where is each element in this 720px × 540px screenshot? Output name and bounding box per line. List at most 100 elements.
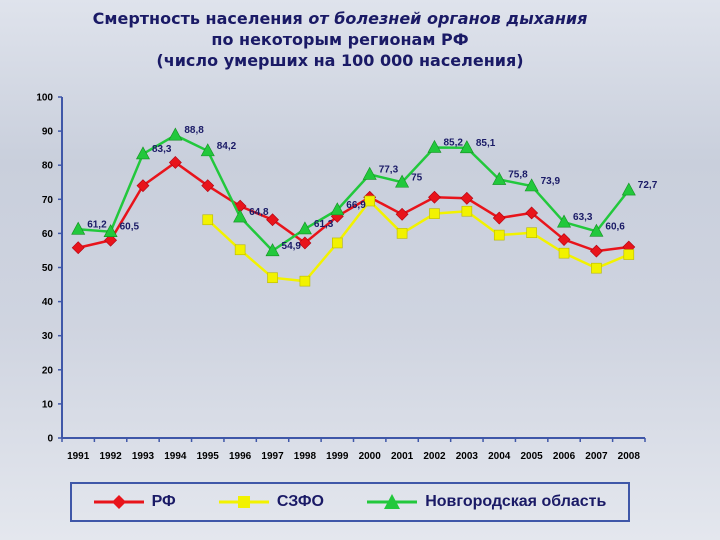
y-tick-label: 10 (42, 399, 54, 410)
data-label: 72,7 (638, 180, 658, 191)
series-3-point (330, 202, 345, 216)
series-2-point (396, 228, 408, 239)
data-label: 85,2 (443, 137, 463, 148)
y-tick-label: 0 (47, 434, 53, 445)
title-line-1-italic: от болезней органов дыхания (308, 9, 588, 28)
data-label: 63,3 (573, 212, 593, 223)
series-2-point (526, 227, 537, 239)
series-2-point (267, 272, 278, 284)
y-tick-label: 80 (42, 161, 54, 172)
series-1-point (589, 244, 603, 258)
y-tick-label: 50 (42, 263, 54, 274)
x-tick-label: 2005 (521, 451, 544, 462)
series-2-point (364, 195, 375, 207)
series-1-point (492, 211, 506, 225)
x-tick-label: 2001 (391, 451, 414, 462)
x-tick-label: 1993 (132, 451, 155, 462)
series-3-point (395, 174, 410, 188)
series-1-point (71, 241, 85, 255)
series-3-point (557, 214, 572, 228)
series-2-point (202, 214, 214, 226)
x-tick-label: 1998 (294, 451, 317, 462)
series-1-point (201, 179, 215, 193)
series-1-point (525, 206, 539, 220)
x-tick-label: 1997 (261, 451, 284, 462)
data-label: 64,8 (249, 207, 269, 218)
series-3-point (297, 221, 312, 235)
series-3-point (103, 224, 118, 237)
series-line-2 (206, 199, 630, 283)
data-label: 83,3 (152, 144, 172, 155)
series-3-point (233, 209, 248, 223)
x-tick-label: 1996 (229, 451, 252, 462)
data-label: 60,5 (120, 222, 140, 233)
title-line-1: Смертность населения от болезней органов… (0, 8, 680, 29)
title-line-1-prefix: Смертность населения (92, 9, 309, 28)
series-1-point (104, 233, 118, 247)
data-label: 77,3 (379, 164, 399, 175)
data-label: 73,9 (541, 176, 561, 187)
chart-legend: РФ СЗФО Новгородская область (70, 482, 630, 522)
legend-item-3: Новгородская область (367, 493, 606, 511)
data-label: 75,8 (508, 170, 528, 181)
legend-swatch (367, 494, 418, 509)
data-label: 61,2 (87, 219, 107, 230)
y-tick-label: 90 (42, 127, 54, 138)
legend-label: РФ (151, 493, 176, 510)
legend-item-2: СЗФО (218, 493, 324, 511)
x-tick-label: 2000 (359, 451, 382, 462)
series-line-1 (77, 160, 629, 253)
y-tick-label: 60 (42, 229, 54, 240)
legend-item-1: РФ (93, 493, 176, 511)
x-tick-label: 1991 (67, 451, 90, 462)
x-tick-label: 1994 (164, 451, 187, 462)
series-1-point (136, 179, 150, 193)
data-label: 60,6 (605, 221, 625, 232)
x-tick-label: 2007 (585, 451, 608, 462)
series-2-point (558, 247, 570, 259)
series-2-point (332, 237, 343, 249)
series-1-point (557, 233, 571, 246)
series-3-point (427, 139, 442, 153)
series-3-point (459, 140, 474, 154)
series-2-point (623, 249, 635, 260)
series-3-point (362, 166, 377, 180)
y-tick-label: 70 (42, 195, 54, 206)
series-1-point (428, 190, 441, 204)
chart-title: Смертность населения от болезней органов… (0, 8, 680, 71)
title-line-2: по некоторым регионам РФ (211, 30, 469, 49)
series-3-point (492, 171, 507, 185)
legend-label: СЗФО (276, 493, 324, 510)
x-tick-label: 1992 (99, 451, 122, 462)
data-label: 84,2 (217, 141, 237, 152)
title-line-3: (число умерших на 100 000 населения) (156, 51, 524, 70)
series-2-point (234, 244, 246, 256)
x-tick-label: 1999 (326, 451, 349, 462)
series-1-point (298, 236, 312, 250)
series-3-point (589, 223, 604, 237)
data-label: 85,1 (476, 138, 496, 149)
series-1-point (460, 191, 474, 205)
x-tick-label: 2004 (488, 451, 511, 462)
series-3-point (200, 143, 215, 157)
series-3-point (168, 127, 183, 141)
series-3-point (135, 146, 150, 160)
series-2-point (591, 262, 602, 274)
legend-swatch (93, 495, 144, 509)
series-1-point (395, 207, 409, 221)
series-3-point (265, 243, 280, 257)
x-tick-label: 2006 (553, 451, 576, 462)
data-label: 54,9 (282, 241, 302, 252)
series-2-point (493, 229, 505, 241)
data-label: 66,9 (346, 200, 366, 211)
series-2-point (299, 275, 311, 287)
data-label: 75 (411, 172, 423, 183)
series-1-point (168, 156, 182, 169)
x-tick-label: 2008 (618, 451, 641, 462)
y-tick-label: 20 (42, 365, 54, 376)
x-tick-label: 2003 (456, 451, 479, 462)
data-label: 88,8 (184, 125, 204, 136)
series-3-point (524, 178, 539, 192)
y-tick-label: 40 (42, 297, 54, 308)
